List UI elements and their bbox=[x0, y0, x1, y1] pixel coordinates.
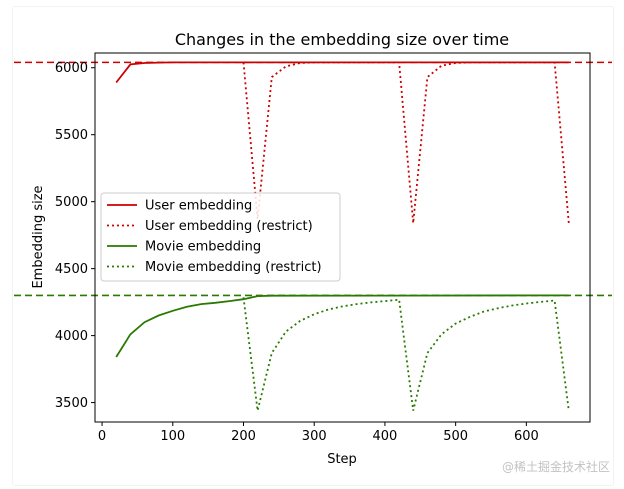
x-tick-label: 0 bbox=[98, 429, 106, 444]
watermark: @稀土掘金技术社区 bbox=[501, 460, 610, 474]
series-line-1 bbox=[115, 61, 569, 84]
y-tick-label: 4000 bbox=[55, 329, 88, 344]
y-tick-label: 6000 bbox=[55, 61, 88, 76]
legend-label-1: User embedding bbox=[145, 199, 252, 214]
x-tick-label: 300 bbox=[302, 429, 327, 444]
y-tick-label: 5500 bbox=[55, 128, 88, 143]
x-tick-label: 100 bbox=[160, 429, 185, 444]
legend-label-2: User embedding (restrict) bbox=[145, 219, 313, 234]
x-axis-title: Step bbox=[327, 452, 357, 467]
y-tick-label: 4500 bbox=[55, 262, 88, 277]
legend-label-4: Movie embedding (restrict) bbox=[145, 260, 322, 275]
plot-area: 0 100 200 300 400 500 600 3500 4000 4500 5000 5500 6… bbox=[14, 52, 612, 444]
x-tick-label: 200 bbox=[231, 429, 256, 444]
chart-title: Changes in the embedding size over time bbox=[175, 30, 509, 49]
y-tick-label: 5000 bbox=[55, 195, 88, 210]
x-tick-label: 500 bbox=[443, 429, 468, 444]
series-line-3 bbox=[115, 294, 569, 358]
x-tick-label: 600 bbox=[514, 429, 539, 444]
y-axis-title: Embedding size bbox=[31, 185, 46, 288]
axes-frame bbox=[94, 52, 591, 423]
legend: User embedding User embedding (restrict) M… bbox=[100, 192, 341, 282]
y-tick-label: 3500 bbox=[55, 396, 88, 411]
legend-box bbox=[100, 192, 341, 282]
legend-label-3: Movie embedding bbox=[145, 240, 261, 255]
series-line-4 bbox=[242, 297, 570, 411]
x-tick-label: 400 bbox=[373, 429, 398, 444]
